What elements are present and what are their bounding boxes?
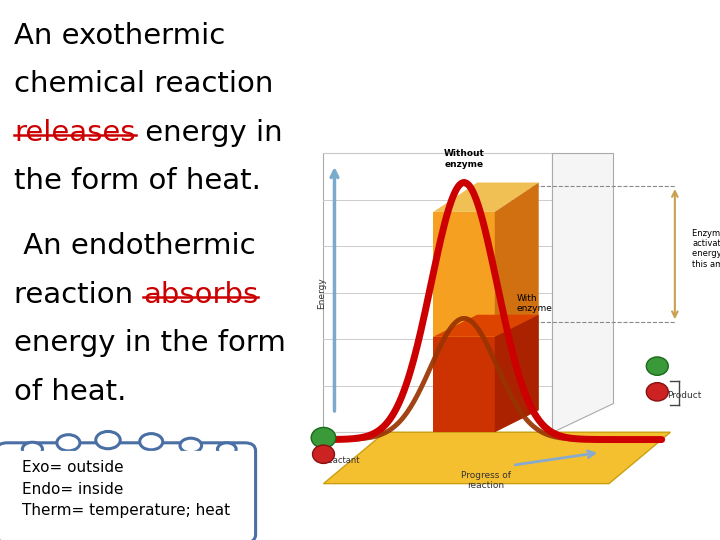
Polygon shape [552, 153, 613, 432]
Text: of heat.: of heat. [14, 378, 127, 406]
Text: chemical reaction: chemical reaction [14, 70, 274, 98]
Text: Progress of
reaction: Progress of reaction [461, 471, 511, 490]
Circle shape [647, 383, 668, 401]
FancyBboxPatch shape [5, 451, 247, 536]
Text: Energy: Energy [317, 277, 325, 308]
Ellipse shape [180, 438, 202, 453]
Polygon shape [433, 337, 495, 432]
Ellipse shape [22, 442, 42, 456]
Text: Product: Product [667, 391, 701, 400]
Text: An exothermic: An exothermic [14, 22, 225, 50]
Text: the form of heat.: the form of heat. [14, 167, 261, 195]
Text: absorbs: absorbs [143, 281, 258, 309]
Text: Reactant: Reactant [323, 456, 360, 465]
Circle shape [647, 357, 668, 375]
Polygon shape [433, 183, 539, 212]
Ellipse shape [57, 435, 80, 451]
Polygon shape [433, 315, 539, 337]
Text: Exo= outside: Exo= outside [22, 460, 123, 475]
Bar [323, 153, 552, 432]
Text: Without
enzyme: Without enzyme [444, 150, 485, 169]
Text: Endo= inside: Endo= inside [22, 482, 123, 497]
Ellipse shape [217, 443, 236, 456]
Text: With
enzyme: With enzyme [517, 294, 553, 313]
Text: reaction: reaction [14, 281, 143, 309]
Polygon shape [323, 432, 670, 484]
Text: energy in the form: energy in the form [14, 329, 287, 357]
Polygon shape [433, 212, 495, 432]
Ellipse shape [140, 434, 163, 450]
FancyBboxPatch shape [0, 443, 256, 540]
Circle shape [312, 445, 335, 463]
Text: Enzyme lowers
activation
energy by
this amount: Enzyme lowers activation energy by this … [693, 228, 720, 269]
Text: Therm= temperature; heat: Therm= temperature; heat [22, 503, 230, 518]
Text: releases: releases [14, 119, 136, 147]
Polygon shape [495, 315, 539, 432]
Polygon shape [495, 183, 539, 432]
Ellipse shape [96, 431, 120, 449]
Text: An endothermic: An endothermic [14, 232, 256, 260]
Circle shape [311, 428, 336, 448]
Text: energy in: energy in [136, 119, 282, 147]
